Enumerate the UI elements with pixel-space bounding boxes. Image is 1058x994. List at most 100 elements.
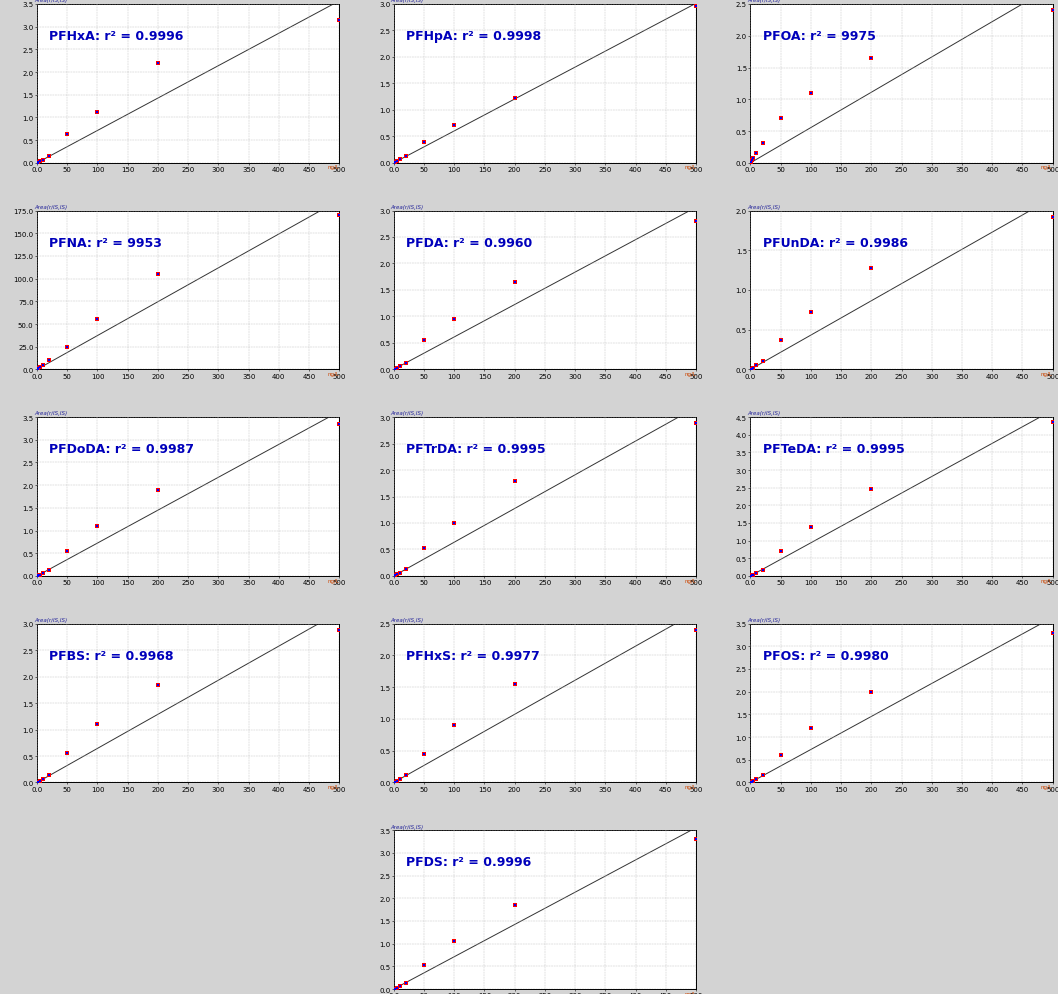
Point xyxy=(40,353,57,369)
Point xyxy=(802,721,819,737)
Point xyxy=(32,567,49,582)
Text: PFOS: r² = 0.9980: PFOS: r² = 0.9980 xyxy=(763,649,889,662)
Point xyxy=(445,718,462,734)
Point xyxy=(35,771,52,787)
Point xyxy=(754,767,771,783)
Point xyxy=(391,566,408,581)
Point xyxy=(32,567,49,582)
Text: PFHpA: r² = 0.9998: PFHpA: r² = 0.9998 xyxy=(406,30,541,43)
Text: PFBS: r² = 0.9968: PFBS: r² = 0.9968 xyxy=(49,649,174,662)
Text: Area(r/IS,IS): Area(r/IS,IS) xyxy=(747,0,781,3)
Point xyxy=(386,981,403,994)
Point xyxy=(754,135,771,151)
Point xyxy=(745,773,762,789)
Point xyxy=(89,519,106,535)
Point xyxy=(59,127,76,143)
Point xyxy=(745,361,762,377)
Point xyxy=(416,333,433,349)
Point xyxy=(754,135,771,151)
Point xyxy=(772,333,789,349)
Point xyxy=(772,543,789,559)
Point xyxy=(802,721,819,737)
Point xyxy=(772,747,789,763)
Point xyxy=(331,13,348,29)
Point xyxy=(745,361,762,377)
Text: Area(r/IS,IS): Area(r/IS,IS) xyxy=(390,412,424,416)
Point xyxy=(386,981,403,994)
Point xyxy=(445,933,462,949)
Point xyxy=(391,978,408,994)
Point xyxy=(386,362,403,378)
Point xyxy=(30,361,47,377)
Point xyxy=(748,358,765,374)
Point xyxy=(388,154,405,170)
Text: PFHxS: r² = 0.9977: PFHxS: r² = 0.9977 xyxy=(406,649,540,662)
Point xyxy=(398,767,415,783)
Point xyxy=(743,153,760,169)
Point xyxy=(745,151,762,167)
Point xyxy=(772,111,789,127)
Point xyxy=(743,774,760,790)
Point xyxy=(754,563,771,579)
Point xyxy=(863,684,880,700)
Point xyxy=(416,333,433,349)
Point xyxy=(445,117,462,133)
Point xyxy=(748,358,765,374)
Point xyxy=(863,260,880,276)
Text: ng/L: ng/L xyxy=(327,784,340,789)
Point xyxy=(30,774,47,790)
Text: Area(r/IS,IS): Area(r/IS,IS) xyxy=(747,205,781,210)
Point xyxy=(386,774,403,790)
Text: PFNA: r² = 9953: PFNA: r² = 9953 xyxy=(49,237,162,249)
Point xyxy=(743,154,760,170)
Point xyxy=(445,516,462,532)
Text: Area(r/IS,IS): Area(r/IS,IS) xyxy=(34,617,67,622)
Point xyxy=(30,774,47,790)
Point xyxy=(89,104,106,120)
Point xyxy=(863,482,880,498)
Point xyxy=(89,312,106,328)
Point xyxy=(398,149,415,165)
Point xyxy=(688,0,705,15)
Point xyxy=(89,104,106,120)
Point xyxy=(391,152,408,168)
Point xyxy=(445,516,462,532)
Point xyxy=(416,746,433,762)
Point xyxy=(386,155,403,171)
Point xyxy=(30,361,47,377)
Text: PFTrDA: r² = 0.9995: PFTrDA: r² = 0.9995 xyxy=(406,443,546,456)
Point xyxy=(35,358,52,374)
Point xyxy=(743,153,760,169)
Point xyxy=(40,149,57,165)
Point xyxy=(59,746,76,761)
Text: Area(r/IS,IS): Area(r/IS,IS) xyxy=(34,0,67,3)
Point xyxy=(30,774,47,790)
Point xyxy=(89,717,106,733)
Point xyxy=(506,898,523,913)
Point xyxy=(331,416,348,432)
Point xyxy=(149,266,166,282)
Point xyxy=(388,980,405,994)
Point xyxy=(863,684,880,700)
Text: ng/L: ng/L xyxy=(685,165,696,170)
Point xyxy=(35,566,52,581)
Point xyxy=(32,773,49,789)
Point xyxy=(754,354,771,370)
Point xyxy=(688,831,705,847)
Point xyxy=(688,622,705,638)
Point xyxy=(416,134,433,150)
Point xyxy=(506,473,523,489)
Point xyxy=(772,747,789,763)
Point xyxy=(445,312,462,328)
Point xyxy=(391,359,408,375)
Point xyxy=(386,569,403,584)
Point xyxy=(35,358,52,374)
Point xyxy=(743,774,760,790)
Point xyxy=(445,312,462,328)
Text: PFDS: r² = 0.9996: PFDS: r² = 0.9996 xyxy=(406,856,531,869)
Point xyxy=(386,981,403,994)
Point xyxy=(398,975,415,991)
Point xyxy=(802,519,819,535)
Point xyxy=(743,361,760,377)
Point xyxy=(398,562,415,578)
